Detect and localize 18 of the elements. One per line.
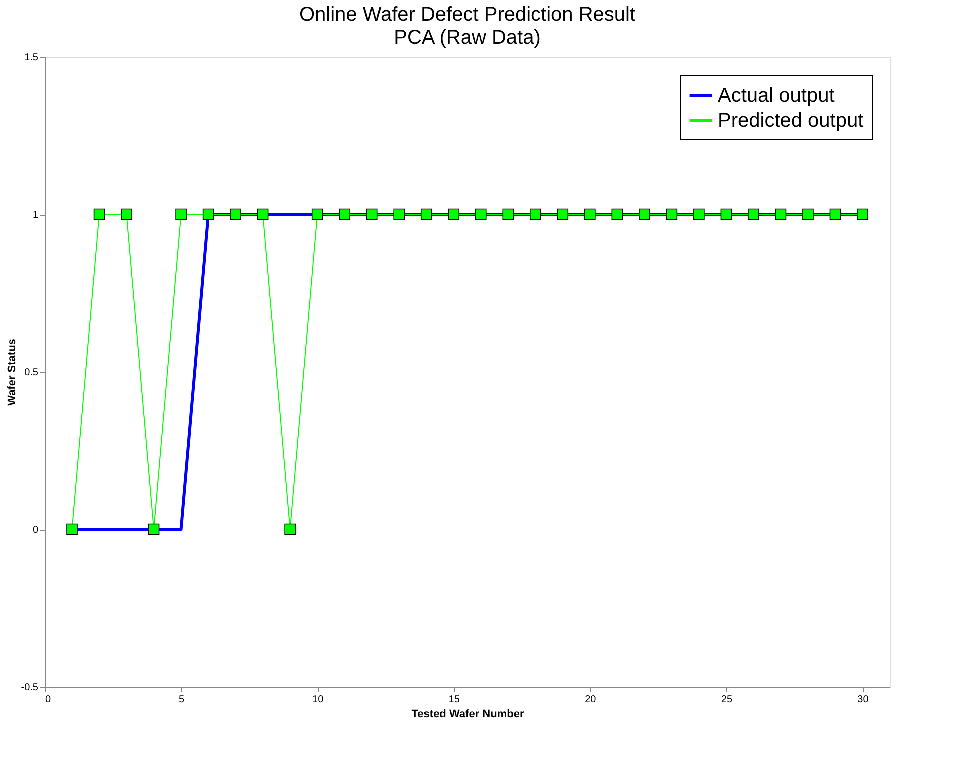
y-tick-label: 0.5 bbox=[24, 368, 39, 378]
y-tick-label: -0.5 bbox=[21, 682, 39, 694]
x-tick-label: 25 bbox=[721, 694, 733, 706]
x-axis-title: Tested Wafer Number bbox=[412, 708, 525, 720]
x-tick-label: 10 bbox=[312, 694, 324, 706]
legend-label: Predicted output bbox=[718, 110, 864, 132]
x-tick-label: 30 bbox=[858, 694, 870, 706]
chart-subtitle: PCA (Raw Data) bbox=[394, 27, 541, 49]
x-tick-label: 0 bbox=[46, 694, 52, 706]
x-tick-label: 20 bbox=[585, 694, 597, 706]
y-axis-title: Wafer Status bbox=[6, 339, 18, 406]
y-tick-label: 0 bbox=[32, 525, 39, 536]
x-tick-label: 5 bbox=[179, 694, 186, 706]
legend-label: Actual output bbox=[718, 85, 836, 107]
x-tick-label: 15 bbox=[448, 694, 460, 706]
y-tick-label: 1.5 bbox=[24, 52, 39, 64]
chart-title: Online Wafer Defect Prediction Result bbox=[299, 4, 636, 26]
y-tick-label: 1 bbox=[32, 210, 39, 221]
